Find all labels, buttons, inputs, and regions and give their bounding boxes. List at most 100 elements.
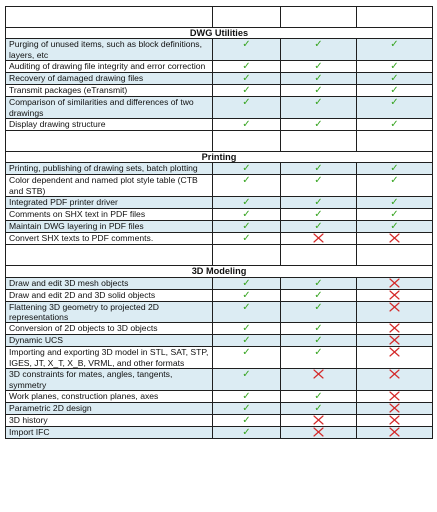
support-cell-1: ✓ [212, 322, 281, 336]
feature-label: Parametric 2D design [5, 402, 213, 416]
table-row: Color dependent and named plot style tab… [5, 174, 433, 198]
table-row: Importing and exporting 3D model in STL,… [5, 346, 433, 370]
feature-label: Comments on SHX text in PDF files [5, 208, 213, 222]
cross-icon [389, 347, 400, 358]
support-cell-1: ✓ [212, 334, 281, 348]
feature-label: Conversion of 2D objects to 3D objects [5, 322, 213, 336]
support-cell-3 [356, 426, 433, 440]
cross-icon [389, 335, 400, 346]
support-cell-1: ✓ [212, 38, 281, 62]
checkmark-icon: ✓ [242, 61, 251, 73]
support-cell-3: ✓ [356, 162, 433, 176]
support-cell-2: ✓ [280, 276, 357, 290]
checkmark-icon: ✓ [242, 39, 251, 51]
support-cell-3: ✓ [356, 38, 433, 62]
support-cell-1: ✓ [212, 402, 281, 416]
section-spacer-row [5, 130, 433, 153]
checkmark-icon: ✓ [242, 221, 251, 233]
checkmark-icon: ✓ [242, 197, 251, 209]
checkmark-icon: ✓ [390, 209, 399, 221]
support-cell-2: ✓ [280, 390, 357, 404]
checkmark-icon: ✓ [314, 403, 323, 415]
checkmark-icon: ✓ [242, 233, 251, 245]
cross-icon [389, 233, 400, 243]
feature-table-body: DWG Utilities Purging of unused items, su… [5, 6, 433, 440]
checkmark-icon: ✓ [242, 427, 251, 439]
table-row: Draw and edit 3D mesh objects ✓ ✓ [5, 276, 433, 290]
support-cell-1: ✓ [212, 346, 281, 370]
table-row: Draw and edit 2D and 3D solid objects ✓ ✓ [5, 288, 433, 302]
feature-label: Import IFC [5, 426, 213, 440]
checkmark-icon: ✓ [390, 197, 399, 209]
feature-label: Dynamic UCS [5, 334, 213, 348]
support-cell-3 [356, 232, 433, 246]
table-row: Comments on SHX text in PDF files ✓ ✓ ✓ [5, 208, 433, 222]
empty-cell [280, 6, 357, 28]
cross-icon [389, 369, 400, 379]
support-cell-1: ✓ [212, 162, 281, 176]
cross-icon [389, 403, 400, 413]
cross-icon [389, 427, 400, 437]
feature-comparison-table: DWG Utilities Purging of unused items, su… [5, 6, 433, 440]
feature-label: Draw and edit 3D mesh objects [5, 276, 213, 290]
feature-label: Color dependent and named plot style tab… [5, 174, 213, 198]
checkmark-icon: ✓ [314, 163, 323, 175]
support-cell-2: ✓ [280, 38, 357, 62]
feature-label: 3D history [5, 414, 213, 428]
checkmark-icon: ✓ [314, 335, 323, 347]
section-title: DWG Utilities [5, 26, 433, 40]
feature-label: Display drawing structure [5, 118, 213, 132]
checkmark-icon: ✓ [314, 277, 323, 289]
feature-label: Importing and exporting 3D model in STL,… [5, 346, 213, 370]
section-title: Printing [5, 151, 433, 164]
section-header-row: DWG Utilities [5, 26, 433, 40]
checkmark-icon: ✓ [390, 119, 399, 131]
support-cell-1: ✓ [212, 174, 281, 198]
checkmark-icon: ✓ [242, 97, 251, 109]
support-cell-2: ✓ [280, 118, 357, 132]
table-row: Dynamic UCS ✓ ✓ [5, 334, 433, 348]
support-cell-1: ✓ [212, 276, 281, 290]
empty-cell [280, 130, 357, 153]
checkmark-icon: ✓ [242, 347, 251, 359]
support-cell-1: ✓ [212, 208, 281, 222]
support-cell-1: ✓ [212, 196, 281, 210]
support-cell-2 [280, 232, 357, 246]
support-cell-2: ✓ [280, 334, 357, 348]
checkmark-icon: ✓ [390, 175, 399, 187]
feature-label: Purging of unused items, such as block d… [5, 38, 213, 62]
support-cell-2: ✓ [280, 220, 357, 234]
checkmark-icon: ✓ [390, 73, 399, 85]
table-row: Display drawing structure ✓ ✓ ✓ [5, 118, 433, 132]
support-cell-1: ✓ [212, 368, 281, 392]
support-cell-1: ✓ [212, 96, 281, 120]
cross-icon [389, 302, 400, 312]
support-cell-1: ✓ [212, 232, 281, 246]
feature-label: Integrated PDF printer driver [5, 196, 213, 210]
empty-cell [5, 6, 213, 28]
support-cell-2: ✓ [280, 72, 357, 86]
support-cell-2: ✓ [280, 162, 357, 176]
checkmark-icon: ✓ [314, 289, 323, 301]
checkmark-icon: ✓ [242, 369, 251, 381]
checkmark-icon: ✓ [314, 221, 323, 233]
checkmark-icon: ✓ [242, 277, 251, 289]
cross-icon [389, 323, 400, 334]
section-header-row: Printing [5, 151, 433, 164]
support-cell-3: ✓ [356, 84, 433, 98]
support-cell-1: ✓ [212, 220, 281, 234]
table-row: Integrated PDF printer driver ✓ ✓ ✓ [5, 196, 433, 210]
checkmark-icon: ✓ [242, 335, 251, 347]
empty-cell [212, 244, 281, 267]
table-row: Printing, publishing of drawing sets, ba… [5, 162, 433, 176]
support-cell-1: ✓ [212, 84, 281, 98]
support-cell-3 [356, 276, 433, 290]
support-cell-3 [356, 334, 433, 348]
table-row: Transmit packages (eTransmit) ✓ ✓ ✓ [5, 84, 433, 98]
checkmark-icon: ✓ [390, 221, 399, 233]
support-cell-1: ✓ [212, 118, 281, 132]
checkmark-icon: ✓ [242, 415, 251, 427]
section-spacer-row [5, 244, 433, 267]
checkmark-icon: ✓ [390, 85, 399, 97]
empty-cell [280, 244, 357, 267]
